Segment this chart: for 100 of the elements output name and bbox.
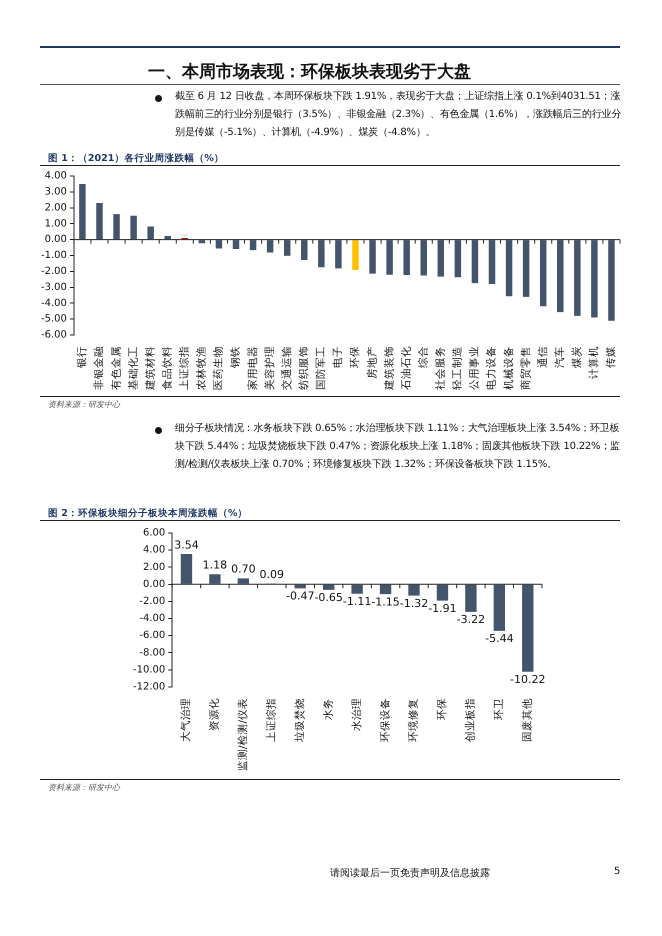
x-tick-label: 水务 xyxy=(321,698,334,720)
x-tick-label: 监测/检测/仪表 xyxy=(236,698,250,772)
data-label: -0.47 xyxy=(286,590,314,603)
x-tick-label: 创业板指 xyxy=(464,698,477,742)
x-tick-label: 垃圾焚烧 xyxy=(292,698,306,743)
x-tick-label: 基础化工 xyxy=(126,346,140,390)
bar xyxy=(198,240,206,244)
x-tick-label: 上证综指 xyxy=(264,698,278,742)
x-tick-label: 银行 xyxy=(76,346,88,369)
bar xyxy=(522,240,530,297)
x-tick-label: 环保设备 xyxy=(379,698,392,742)
bar xyxy=(113,214,120,240)
data-label: -3.22 xyxy=(456,613,486,626)
bar xyxy=(403,240,410,276)
x-tick-label: 大气治理 xyxy=(179,698,192,742)
y-tick-label: -6.00 xyxy=(41,330,67,341)
x-tick-label: 电子 xyxy=(331,346,344,368)
x-tick-label: 有色金属 xyxy=(110,346,122,390)
data-label: -1.32 xyxy=(400,596,428,610)
bar xyxy=(488,240,496,284)
bar xyxy=(506,240,512,296)
bar xyxy=(130,216,137,240)
x-tick-label: 公用事业 xyxy=(468,346,481,390)
x-tick-label: 交通运输 xyxy=(280,346,293,390)
y-tick-label: 1.00 xyxy=(44,218,67,230)
y-tick-label: -8.00 xyxy=(139,647,166,658)
x-tick-label: 上证综指 xyxy=(178,346,191,390)
bar xyxy=(147,226,154,240)
bar xyxy=(522,584,534,672)
x-tick-label: 水治理 xyxy=(350,698,363,731)
x-tick-label: 煤炭 xyxy=(570,346,584,368)
y-tick-label: 4.00 xyxy=(44,170,67,182)
y-tick-label: 6.00 xyxy=(142,528,166,539)
text: 细分子板块情况：水务板块下跌 0.65%；水治理板块下跌 1.11%；大气治理板块上涨 3.54%；环卫板块下跌 5.44%；垃圾焚烧板块下跌 0.47%；资源化板块上涨 1.18%；固废其他板块下跌 10.22%；监测/检测/仪表板块上涨 0.70%；环境修复板块下跌 1.32%；环保设备板块下跌 1.15%。 xyxy=(175,422,621,472)
bar xyxy=(465,584,477,612)
y-tick-label: 0.00 xyxy=(44,234,67,246)
bar xyxy=(540,240,546,306)
data-label: 0.09 xyxy=(260,568,284,581)
x-tick-label: 机械设备 xyxy=(502,346,515,390)
x-tick-label: 固废其他 xyxy=(520,698,534,742)
data-label: -1.11 xyxy=(342,595,372,608)
bar xyxy=(322,584,334,590)
bar xyxy=(352,240,359,270)
bar xyxy=(96,203,103,240)
data-label: -5.44 xyxy=(485,632,514,646)
bar xyxy=(351,584,363,594)
text: 一、本周市场表现：环保板块表现劣于大盘 xyxy=(148,61,471,83)
y-tick-label: -4.00 xyxy=(139,613,166,624)
x-tick-label: 钢铁 xyxy=(230,346,242,369)
bar xyxy=(284,240,290,256)
bar xyxy=(294,584,306,588)
y-tick-label: 0.00 xyxy=(142,578,166,590)
text: 请阅读最后一页免责声明及信息披露 xyxy=(330,866,490,880)
data-label: 3.54 xyxy=(174,538,199,552)
y-tick-label: -5.00 xyxy=(41,314,67,325)
bar xyxy=(232,240,240,249)
data-label: -10.22 xyxy=(510,673,546,686)
x-tick-label: 家用电器 xyxy=(246,346,259,390)
bar xyxy=(557,240,564,312)
y-tick-label: -2.00 xyxy=(41,266,67,277)
x-tick-label: 传媒 xyxy=(605,346,618,368)
data-label: -1.15 xyxy=(371,596,400,608)
y-tick-label: 4.00 xyxy=(142,544,166,556)
x-tick-label: 房地产 xyxy=(365,346,378,379)
y-tick-label: -2.00 xyxy=(139,596,166,608)
x-tick-label: 美容护理 xyxy=(262,346,276,390)
text: 截至 6 月 12 日收盘，本周环保板块下跌 1.91%，表现劣于大盘；上证综指上涨 0.1%到4031.51；涨跌幅前三的行业分别是银行（3.5%）、非银金融（2.3%）、有色金属（1.6%），涨跌幅后三的行业分别是传媒（-5.1%）、计算机（-4.9%）、煤炭（-4.8%）。 xyxy=(175,90,622,140)
bar xyxy=(608,240,615,321)
x-tick-label: 通信 xyxy=(536,346,549,368)
data-label: -1.91 xyxy=(428,602,457,615)
bar xyxy=(164,236,171,240)
x-tick-label: 资源化 xyxy=(208,698,221,731)
y-tick-label: -6.00 xyxy=(139,630,166,642)
bar xyxy=(335,240,342,268)
bar xyxy=(301,240,308,260)
bar xyxy=(209,574,221,584)
bar xyxy=(250,240,256,250)
bar xyxy=(408,584,420,596)
x-tick-label: 食品饮料 xyxy=(160,346,174,390)
y-tick-label: -12.00 xyxy=(132,682,166,693)
bar xyxy=(574,240,581,316)
x-tick-label: 商贸零售 xyxy=(518,346,532,390)
chart-title: 图 1：（2021）各行业周涨跌幅（%） xyxy=(48,152,224,165)
text: 资料来源：研发中心 xyxy=(48,782,120,793)
x-tick-label: 非银金融 xyxy=(92,346,106,390)
bar xyxy=(438,240,444,277)
bar xyxy=(180,554,192,584)
y-tick-label: 2.00 xyxy=(142,562,166,573)
y-tick-label: 2.00 xyxy=(44,202,67,214)
x-tick-label: 环境修复 xyxy=(406,698,420,742)
bar xyxy=(318,240,325,268)
text: 5 xyxy=(614,866,620,877)
bar xyxy=(369,240,376,274)
data-label: -0.65 xyxy=(314,591,343,604)
x-tick-label: 环保 xyxy=(436,698,448,720)
y-tick-label: -4.00 xyxy=(41,298,67,309)
x-tick-label: 建筑材料 xyxy=(143,346,156,391)
bar xyxy=(380,584,392,594)
data-label: 0.70 xyxy=(231,562,256,576)
x-tick-label: 石油石化 xyxy=(399,346,412,390)
